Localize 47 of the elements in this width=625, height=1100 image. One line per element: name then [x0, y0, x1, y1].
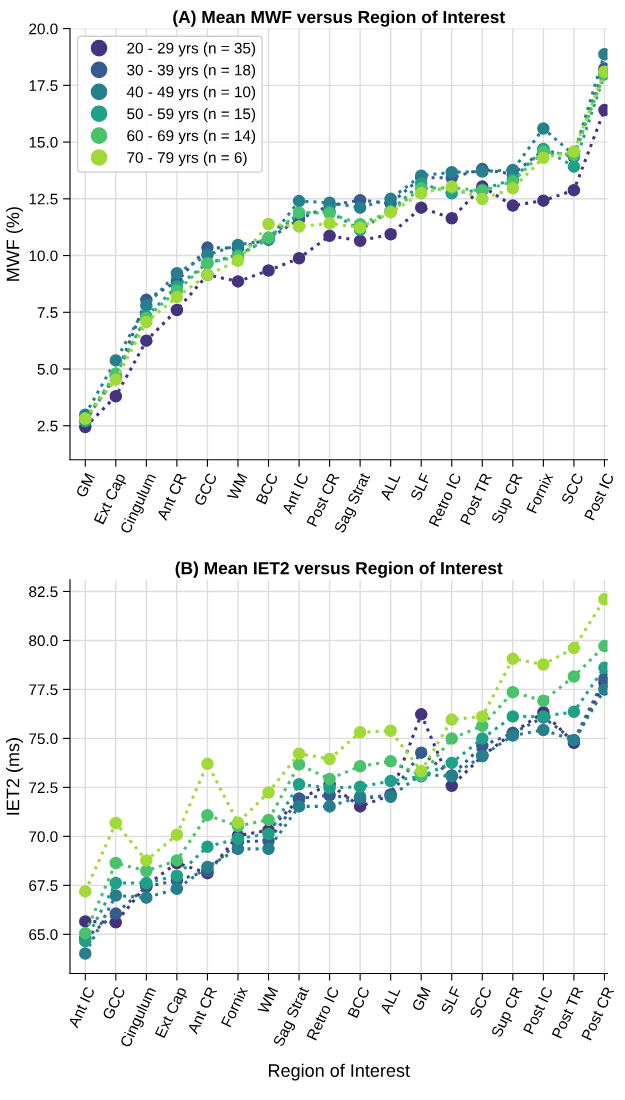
legend-label: 20 - 29 yrs (n = 35) — [127, 42, 256, 57]
x-tick-label: SLF — [440, 986, 462, 1015]
x-tick-label: GM — [75, 472, 95, 498]
y-tick-label: 75.0 — [29, 733, 58, 745]
y-tick-label: 10.0 — [29, 250, 58, 262]
x-tick-label: Sup CR — [490, 986, 523, 1038]
x-tick-label: ALL — [379, 472, 401, 501]
x-tick-label: Post TR — [460, 472, 493, 525]
y-tick-label: 67.5 — [29, 880, 58, 892]
y-tick-label: 72.5 — [29, 782, 58, 794]
chart-title: (B) Mean IET2 versus Region of Interest — [175, 561, 503, 578]
y-tick-label: 7.5 — [37, 307, 58, 318]
y-tick-label: 77.5 — [29, 684, 58, 696]
y-tick-label: 82.5 — [29, 586, 58, 598]
x-tick-label: Ant IC — [67, 986, 96, 1029]
x-tick-label: ALL — [379, 986, 401, 1015]
y-tick-label: 15.0 — [29, 136, 58, 148]
x-tick-label: GCC — [193, 472, 218, 507]
x-tick-label: BCC — [255, 472, 279, 505]
chart-title: (A) Mean MWF versus Region of Interest — [173, 10, 505, 27]
x-tick-label: Post IC — [584, 472, 615, 521]
x-tick-label: WM — [227, 472, 248, 501]
x-tick-label: WM — [257, 986, 279, 1015]
legend-label: 70 - 79 yrs (n = 6) — [127, 151, 247, 166]
y-axis-title: IET2 (ms) — [6, 738, 23, 815]
y-tick-label: 12.5 — [29, 193, 58, 205]
y-tick-label: 5.0 — [37, 363, 58, 375]
x-tick-label: Ant IC — [281, 472, 309, 515]
y-tick-label: 17.5 — [29, 80, 58, 92]
x-tick-label: Ant CR — [187, 986, 218, 1035]
legend-label: 60 - 69 yrs (n = 14) — [127, 129, 256, 145]
x-tick-label: SCC — [560, 472, 584, 505]
x-tick-label: BCC — [347, 986, 371, 1019]
y-tick-label: 2.5 — [37, 420, 58, 432]
y-tick-label: 80.0 — [29, 635, 58, 647]
y-tick-label: 70.0 — [29, 831, 58, 843]
y-tick-label: 65.0 — [29, 929, 58, 940]
legend-label: 50 - 59 yrs (n = 15) — [127, 107, 256, 123]
legend-label: 40 - 49 yrs (n = 10) — [126, 86, 256, 101]
x-tick-label: Ant CR — [156, 472, 187, 521]
x-tick-label: GM — [411, 986, 431, 1012]
x-tick-label: SLF — [410, 472, 432, 502]
y-axis-title: MWF (%) — [6, 207, 23, 281]
x-axis-title: Region of Interest — [268, 1063, 410, 1081]
x-tick-label: SCC — [469, 986, 493, 1019]
legend-label: 30 - 39 yrs (n = 18) — [127, 64, 256, 79]
y-tick-label: 20.0 — [29, 23, 58, 35]
